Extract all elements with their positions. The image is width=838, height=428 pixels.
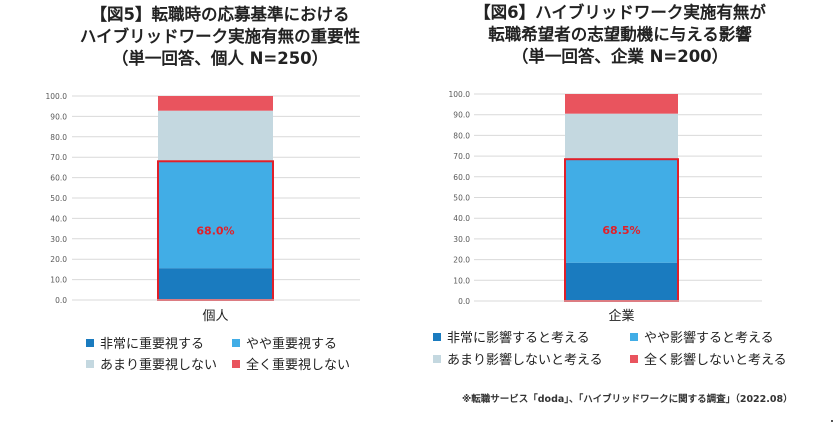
source-note: ※転職サービス「doda」、「ハイブリッドワークに関する調査」（2022.08） xyxy=(462,394,793,405)
chart1-legend-item-4: 全く重要視しない xyxy=(232,354,350,373)
chart1-title-line2: ハイブリッドワーク実施有無の重要性 xyxy=(79,27,361,46)
chart1-bar-segment-3 xyxy=(158,110,273,162)
chart2-title-line3: （単一回答、企業 N=200） xyxy=(511,47,729,66)
chart2-legend-item-2: やや影響すると考える xyxy=(630,327,774,346)
legend-swatch xyxy=(232,359,240,368)
chart2-title-line1: 【図6】ハイブリッドワーク実施有無が xyxy=(474,3,766,22)
legend-swatch xyxy=(86,359,94,368)
chart1-ytick-label: 60.0 xyxy=(50,174,67,183)
chart2-annotation: 68.5% xyxy=(602,224,640,237)
chart1-title-line3: （単一回答、個人 N=250） xyxy=(111,49,329,68)
chart2-bar-segment-4 xyxy=(565,94,678,114)
chart2-ytick-label: 20.0 xyxy=(453,256,470,265)
chart1-bar-segment-4 xyxy=(158,96,273,111)
chart2-ytick-label: 10.0 xyxy=(453,276,470,285)
chart2-ytick-label: 0.0 xyxy=(458,297,470,306)
legend-swatch xyxy=(232,338,240,347)
chart2-title-line2: 転職希望者の志望動機に与える影響 xyxy=(488,25,752,44)
chart2-ytick-label: 80.0 xyxy=(453,131,470,140)
legend-swatch xyxy=(433,354,441,363)
chart1-category-label: 個人 xyxy=(202,309,228,324)
chart2-legend-item-1: 非常に影響すると考える xyxy=(433,327,590,346)
chart1-ytick-label: 70.0 xyxy=(50,153,67,162)
chart2-legend-item-3: あまり影響しないと考える xyxy=(433,349,603,368)
chart1-ytick-label: 50.0 xyxy=(50,194,67,203)
chart2-ytick-label: 60.0 xyxy=(453,173,470,182)
chart2-ytick-label: 50.0 xyxy=(453,194,470,203)
chart1-annotation: 68.0% xyxy=(196,225,234,238)
legend-swatch xyxy=(630,332,638,341)
chart2-bar-segment-1 xyxy=(565,262,678,301)
chart2-ytick-label: 70.0 xyxy=(453,152,470,161)
chart1-title: 【図5】転職時の応募基準における ハイブリッドワーク実施有無の重要性 （単一回答… xyxy=(25,4,415,70)
chart2-category-label: 企業 xyxy=(608,308,634,324)
chart1-ytick-label: 90.0 xyxy=(50,112,67,121)
stray-dot xyxy=(831,420,833,422)
chart2-ytick-label: 40.0 xyxy=(453,214,470,223)
chart1-title-line1: 【図5】転職時の応募基準における xyxy=(90,5,350,24)
chart1-bar-segment-1 xyxy=(158,268,273,300)
chart1-ytick-label: 100.0 xyxy=(46,92,68,101)
chart1-legend-item-1: 非常に重要視する xyxy=(86,333,204,352)
chart2-title: 【図6】ハイブリッドワーク実施有無が 転職希望者の志望動機に与える影響 （単一回… xyxy=(425,2,815,68)
chart2-ytick-label: 30.0 xyxy=(453,235,470,244)
chart2-bar-segment-3 xyxy=(565,113,678,160)
chart1-legend-item-2: やや重要視する xyxy=(232,333,337,352)
chart1-ytick-label: 20.0 xyxy=(50,255,67,264)
chart2-bar-segment-2 xyxy=(565,159,678,263)
chart1-ytick-label: 40.0 xyxy=(50,214,67,223)
legend-swatch xyxy=(433,332,441,341)
legend-swatch xyxy=(630,354,638,363)
chart2-ytick-label: 90.0 xyxy=(453,111,470,120)
chart1-ytick-label: 30.0 xyxy=(50,235,67,244)
legend-swatch xyxy=(86,338,94,347)
chart1-legend-item-3: あまり重要視しない xyxy=(86,354,217,373)
chart2-legend-item-4: 全く影響しないと考える xyxy=(630,349,787,368)
chart2-ytick-label: 100.0 xyxy=(449,90,471,99)
chart1-bar-segment-2 xyxy=(158,161,273,269)
chart1-ytick-label: 80.0 xyxy=(50,133,67,142)
chart1-ytick-label: 0.0 xyxy=(55,296,67,305)
chart1-ytick-label: 10.0 xyxy=(50,276,67,285)
